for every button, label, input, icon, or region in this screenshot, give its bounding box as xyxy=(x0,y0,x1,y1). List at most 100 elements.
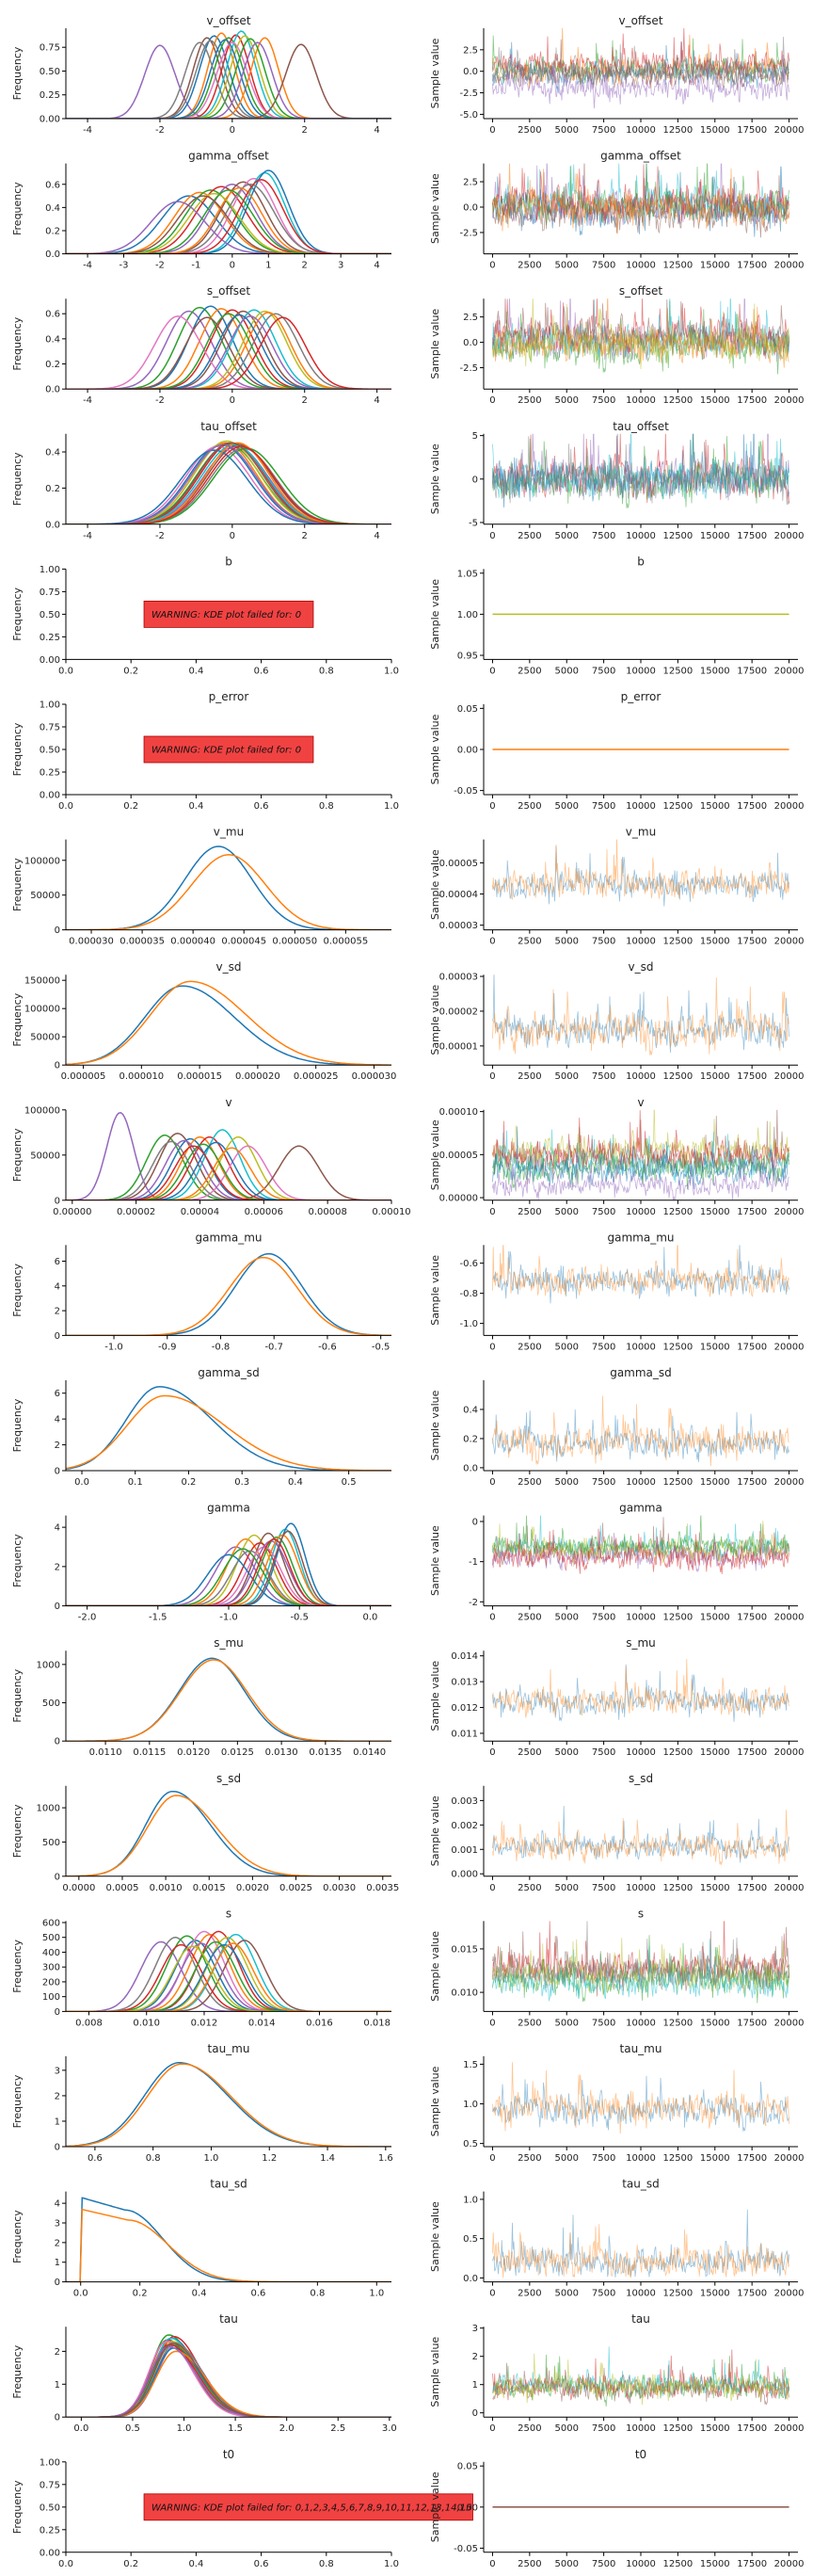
x-tick-label: 7500 xyxy=(592,1477,615,1488)
x-tick-label: 17500 xyxy=(737,1342,767,1352)
x-tick-label: 0 xyxy=(489,261,495,271)
y-axis-label: Frequency xyxy=(11,2074,24,2128)
kde-curve-6 xyxy=(66,1129,391,1200)
y-tick-label: 0.50 xyxy=(40,746,60,756)
x-tick-label: 10000 xyxy=(626,1342,656,1352)
plot-area xyxy=(492,2062,789,2134)
plot-area xyxy=(66,845,391,930)
panel-title: v_sd xyxy=(216,960,242,974)
x-tick-label: 0.0 xyxy=(74,1477,89,1488)
y-tick-label: 2 xyxy=(55,2238,60,2248)
y-tick-label: 1000 xyxy=(37,1804,60,1814)
x-tick-label: 10000 xyxy=(626,2423,656,2434)
y-tick-label: 0.00001 xyxy=(439,1041,478,1052)
y-tick-label: 0.0 xyxy=(463,202,478,213)
x-tick-label: 0.000015 xyxy=(177,1071,222,1082)
kde-curve-10 xyxy=(66,1554,391,1606)
x-tick-label: 20000 xyxy=(774,2423,805,2434)
plot-area xyxy=(492,974,789,1055)
y-tick-label: 1000 xyxy=(37,1660,60,1670)
panel-title: s_sd xyxy=(629,1772,653,1785)
y-tick-label: 500 xyxy=(42,1838,60,1848)
kde-curve-1 xyxy=(66,1659,391,1742)
x-tick-label: 12500 xyxy=(662,531,693,541)
y-tick-label: 0.001 xyxy=(451,1845,478,1856)
panel-right-v-offset: 0 2500 5000 7500 10000 12500 15000 17500 20000 -5… xyxy=(429,14,804,136)
y-tick-label: 0 xyxy=(55,926,60,936)
panel-title: b xyxy=(637,555,645,568)
x-tick-label: 15000 xyxy=(700,1477,730,1488)
y-tick-label: 100000 xyxy=(24,856,60,866)
panel-title: gamma xyxy=(207,1502,250,1515)
x-tick-label: -0.6 xyxy=(318,1342,337,1352)
x-tick-label: -2 xyxy=(155,125,165,136)
x-tick-label: 0 xyxy=(489,1883,495,1893)
x-tick-label: 7500 xyxy=(592,125,615,136)
trace-series-0 xyxy=(492,433,789,500)
x-tick-label: 7500 xyxy=(592,1207,615,1217)
y-axis-label: Sample value xyxy=(429,2337,441,2407)
x-tick-label: 0.0030 xyxy=(323,1883,356,1893)
panel-title: p_error xyxy=(209,690,249,703)
x-tick-label: 17500 xyxy=(737,1071,767,1082)
x-tick-label: 15000 xyxy=(700,1613,730,1623)
x-tick-label: 0.8 xyxy=(319,666,334,676)
x-tick-label: 2500 xyxy=(518,2018,541,2028)
x-tick-label: 0.0 xyxy=(73,2423,88,2434)
x-tick-label: 0.0035 xyxy=(366,1883,399,1893)
x-tick-label: 12500 xyxy=(662,2153,693,2164)
y-tick-label: 500 xyxy=(42,1933,60,1943)
x-tick-label: 0.000030 xyxy=(69,937,114,947)
x-tick-label: 12500 xyxy=(662,937,693,947)
x-tick-label: -3 xyxy=(120,261,129,271)
y-tick-label: 0.95 xyxy=(457,652,478,662)
x-tick-label: 2.0 xyxy=(279,2423,295,2434)
y-tick-label: 0.4 xyxy=(45,203,60,214)
x-tick-label: 20000 xyxy=(774,2289,805,2299)
plot-area xyxy=(492,1921,789,2004)
y-tick-label: 4 xyxy=(55,2199,60,2210)
x-tick-label: 2 xyxy=(302,531,308,541)
x-tick-label: 7500 xyxy=(592,1883,615,1893)
panel-left-v-sd: 0.000005 0.000010 0.000015 0.000020 0.000025… xyxy=(11,960,396,1082)
x-tick-label: 20000 xyxy=(774,531,805,541)
panel-left-s-mu: 0.0110 0.0115 0.0120 0.0125 0.0130 0.0135 0.01… xyxy=(11,1636,391,1758)
y-axis-label: Sample value xyxy=(429,849,441,920)
x-tick-label: 0.00008 xyxy=(308,1207,346,1217)
y-tick-label: 1.0 xyxy=(463,2195,478,2205)
x-tick-label: 2 xyxy=(302,261,308,271)
x-tick-label: 0 xyxy=(489,1613,495,1623)
x-tick-label: 15000 xyxy=(700,2289,730,2299)
y-axis-label: Sample value xyxy=(429,1661,441,1731)
x-tick-label: 7500 xyxy=(592,666,615,676)
y-tick-label: 0 xyxy=(55,1602,60,1612)
panel-title: gamma_mu xyxy=(196,1231,263,1244)
x-tick-label: 0 xyxy=(489,531,495,541)
x-tick-label: 12500 xyxy=(662,801,693,812)
y-tick-label: -1.0 xyxy=(459,1319,478,1329)
panel-left-s-offset: -4 -2 0 2 4 0.0 0.2 0.4 0.6 s_offset Frequency xyxy=(11,284,391,406)
x-tick-label: 0.6 xyxy=(88,2153,103,2164)
panel-right-v: 0 2500 5000 7500 10000 12500 15000 17500 20000 0.… xyxy=(429,1096,804,1217)
x-tick-label: 2500 xyxy=(518,2153,541,2164)
x-tick-label: 10000 xyxy=(626,2018,656,2028)
trace-series-0 xyxy=(492,845,789,907)
y-tick-label: 0.011 xyxy=(451,1729,478,1739)
kde-curve-6 xyxy=(66,309,391,390)
panel-title: v xyxy=(637,1096,644,1109)
y-axis-label: Frequency xyxy=(11,1534,24,1587)
panel-title: v_offset xyxy=(618,14,662,27)
trace-series-6 xyxy=(492,163,789,234)
x-tick-label: 2500 xyxy=(518,2559,541,2569)
y-tick-label: 0.6 xyxy=(45,310,60,320)
panel-title: tau_offset xyxy=(200,420,257,433)
panel-left-v-mu: 0.000030 0.000035 0.000040 0.000045 0.000050… xyxy=(11,826,391,947)
x-tick-label: 2500 xyxy=(518,261,541,271)
x-tick-label: 2 xyxy=(302,125,308,136)
y-tick-label: 0.00005 xyxy=(439,859,478,869)
y-tick-label: 2.5 xyxy=(463,178,478,188)
panel-title: gamma_sd xyxy=(198,1366,260,1379)
x-tick-label: 7500 xyxy=(592,1613,615,1623)
x-tick-label: 0.4 xyxy=(188,801,203,812)
